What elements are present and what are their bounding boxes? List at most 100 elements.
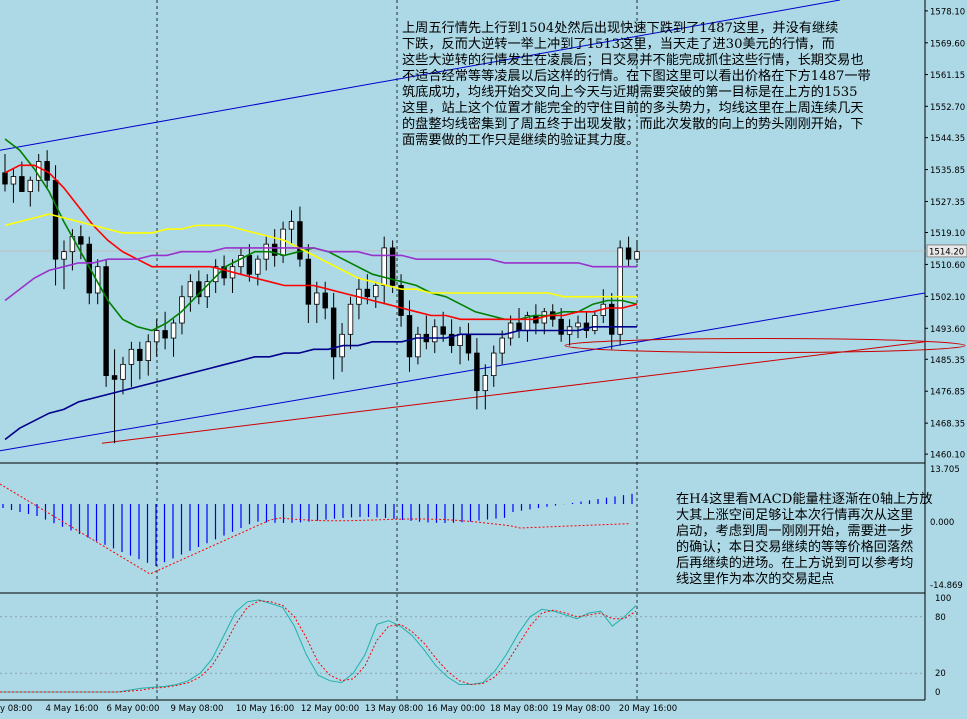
candle-body: [238, 255, 244, 268]
candle-body: [322, 292, 328, 309]
highlight-ellipse: [564, 338, 966, 354]
candle-body: [491, 352, 497, 377]
candle-body: [255, 258, 261, 275]
candle-body: [111, 375, 118, 380]
candle-body: [373, 285, 379, 298]
candle-body: [347, 303, 354, 335]
candle-body: [170, 322, 177, 339]
candle-body: [448, 333, 455, 346]
candle-body: [221, 266, 227, 279]
candle-body: [314, 292, 320, 305]
stoch-axis-label: 20: [935, 669, 946, 679]
candle-body: [558, 318, 564, 335]
candle-body: [94, 266, 101, 294]
moving-average-line: [4, 213, 637, 298]
candle-body: [19, 176, 25, 192]
price-tick-label: 1493.60: [930, 325, 965, 335]
price-tick-label: 1552.70: [930, 103, 965, 113]
candle-body: [625, 247, 632, 260]
candle-body: [145, 341, 151, 361]
candle-body: [381, 247, 387, 286]
current-price-label: 1514.20: [929, 247, 964, 257]
candle-body: [288, 221, 295, 230]
candle-body: [162, 330, 168, 339]
stoch-signal-line: [0, 600, 637, 693]
price-tick-label: 1519.10: [930, 229, 965, 239]
price-tick-label: 1476.85: [930, 388, 965, 398]
macd-axis-label: 13.705: [930, 465, 960, 475]
price-tick-label: 1460.10: [930, 451, 965, 461]
price-tick-label: 1561.15: [930, 71, 965, 81]
candle-body: [507, 322, 514, 339]
analysis-note-macd: 在H4这里看MACD能量柱逐渐在0轴上方放 大其上涨空间足够让本次行情再次从这里…: [676, 492, 933, 587]
candle-body: [617, 247, 623, 335]
candle-body: [103, 266, 109, 377]
candle-body: [474, 352, 480, 392]
candle-body: [10, 176, 17, 185]
current-price-box: [926, 244, 967, 258]
price-tick-label: 1569.60: [930, 39, 965, 49]
candle-body: [78, 236, 84, 245]
macd-signal-line: [0, 483, 631, 575]
candle-body: [583, 322, 590, 331]
candle-body: [128, 348, 135, 365]
upper-trendline: [0, 0, 841, 151]
macd-axis-label: -14.869: [930, 581, 963, 591]
stoch-axis-label: 100: [935, 594, 951, 604]
moving-average-line: [4, 164, 638, 321]
candle-body: [120, 363, 126, 380]
candle-body: [499, 337, 505, 354]
time-tick-label: 6 May 00:00: [107, 704, 160, 714]
candle-body: [457, 333, 463, 346]
time-tick-label: 4 May 16:00: [46, 704, 99, 714]
candle-body: [482, 375, 489, 392]
time-tick-label: 12 May 00:00: [301, 704, 359, 714]
macd-axis-label: 0.000: [930, 518, 954, 528]
lower-trendline: [0, 292, 926, 452]
candle-body: [2, 172, 8, 185]
candle-body: [609, 303, 615, 335]
price-tick-label: 1510.60: [930, 261, 965, 271]
candle-body: [204, 281, 210, 298]
candle-body: [465, 333, 472, 354]
candle-body: [297, 221, 303, 260]
candle-body: [330, 307, 337, 358]
stoch-axis-label: 80: [935, 613, 946, 623]
candle-body: [516, 322, 522, 331]
candle-body: [415, 333, 421, 358]
candle-body: [406, 315, 413, 358]
price-tick-label: 1535.85: [930, 166, 965, 176]
time-tick-label: 20 May 16:00: [619, 704, 677, 714]
candle-body: [61, 251, 67, 260]
support-trendline: [101, 341, 926, 444]
candle-body: [398, 285, 404, 316]
candle-body: [246, 255, 253, 275]
moving-average-line: [4, 247, 637, 302]
candle-body: [153, 330, 160, 343]
candle-body: [634, 251, 640, 260]
time-tick-label: 10 May 16:00: [236, 704, 294, 714]
price-tick-label: 1502.10: [930, 293, 965, 303]
price-tick-label: 1485.35: [930, 356, 965, 366]
time-tick-label: y 08:00: [0, 704, 32, 714]
candle-body: [432, 326, 438, 343]
moving-average-line: [4, 138, 638, 332]
candle-body: [575, 322, 581, 328]
time-tick-label: 18 May 08:00: [490, 704, 548, 714]
candle-body: [305, 258, 312, 305]
candle-body: [280, 228, 286, 256]
candle-body: [137, 348, 143, 361]
analysis-note-main: 上周五行情先上行到1504处然后出现快速下跌到了1487这里，并没有继续 下跌，…: [402, 21, 871, 148]
price-tick-label: 1527.35: [930, 198, 965, 208]
candle-body: [196, 281, 202, 298]
candle-body: [364, 288, 371, 298]
candle-body: [440, 326, 446, 335]
candle-body: [271, 243, 278, 256]
candle-body: [52, 179, 59, 260]
price-tick-label: 1578.10: [930, 7, 965, 17]
candle-body: [592, 315, 598, 331]
candle-body: [389, 247, 396, 286]
price-tick-label: 1544.35: [930, 134, 965, 144]
